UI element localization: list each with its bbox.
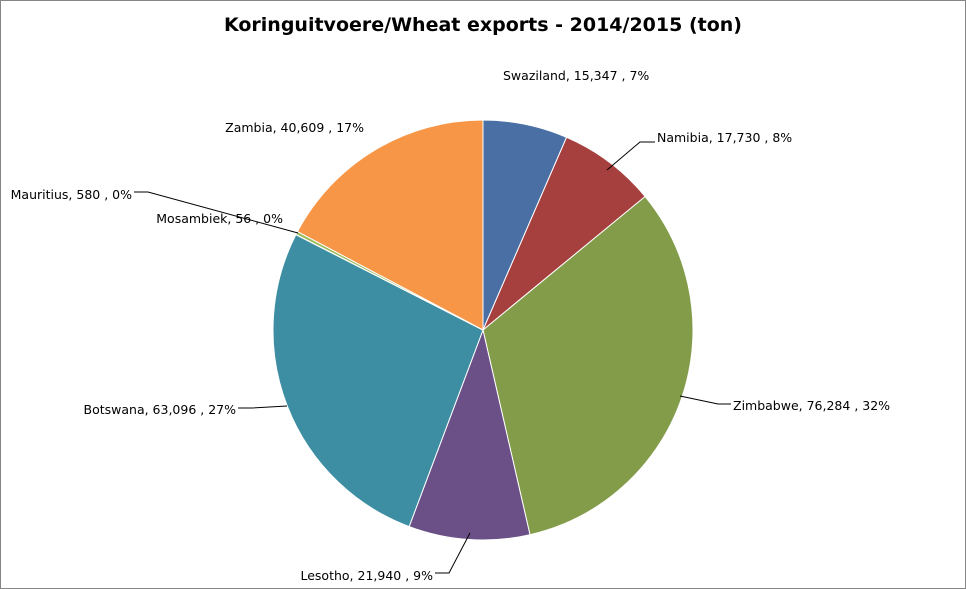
data-label-mosambiek: Mosambiek, 56 , 0% bbox=[156, 211, 283, 226]
data-label-lesotho: Lesotho, 21,940 , 9% bbox=[300, 568, 433, 583]
pie-slice-lesotho bbox=[408, 328, 531, 541]
pie-slice-botswana bbox=[272, 234, 484, 528]
pie-slice-namibia bbox=[482, 136, 646, 331]
data-label-mauritius: Mauritius, 580 , 0% bbox=[11, 187, 132, 202]
data-label-namibia: Namibia, 17,730 , 8% bbox=[657, 130, 792, 145]
leader-line-lesotho bbox=[435, 532, 471, 574]
leader-lines bbox=[134, 141, 731, 574]
pie-slice-zambia bbox=[296, 119, 484, 331]
leader-line-botswana bbox=[238, 405, 288, 409]
leader-line-mauritius bbox=[134, 191, 299, 234]
leader-line-namibia bbox=[606, 141, 655, 171]
data-labels: Swaziland, 15,347 , 7% Namibia, 17,730 , … bbox=[11, 68, 891, 583]
pie-slice-zimbabwe bbox=[482, 195, 694, 536]
data-label-zimbabwe: Zimbabwe, 76,284 , 32% bbox=[733, 398, 890, 413]
data-label-zambia: Zambia, 40,609 , 17% bbox=[225, 120, 364, 135]
chart-title: Koringuitvoere/Wheat exports - 2014/2015… bbox=[223, 14, 742, 36]
leader-line-zimbabwe bbox=[679, 395, 731, 405]
data-label-swaziland: Swaziland, 15,347 , 7% bbox=[503, 68, 649, 83]
data-label-botswana: Botswana, 63,096 , 27% bbox=[84, 402, 237, 417]
pie-slices bbox=[272, 119, 694, 541]
